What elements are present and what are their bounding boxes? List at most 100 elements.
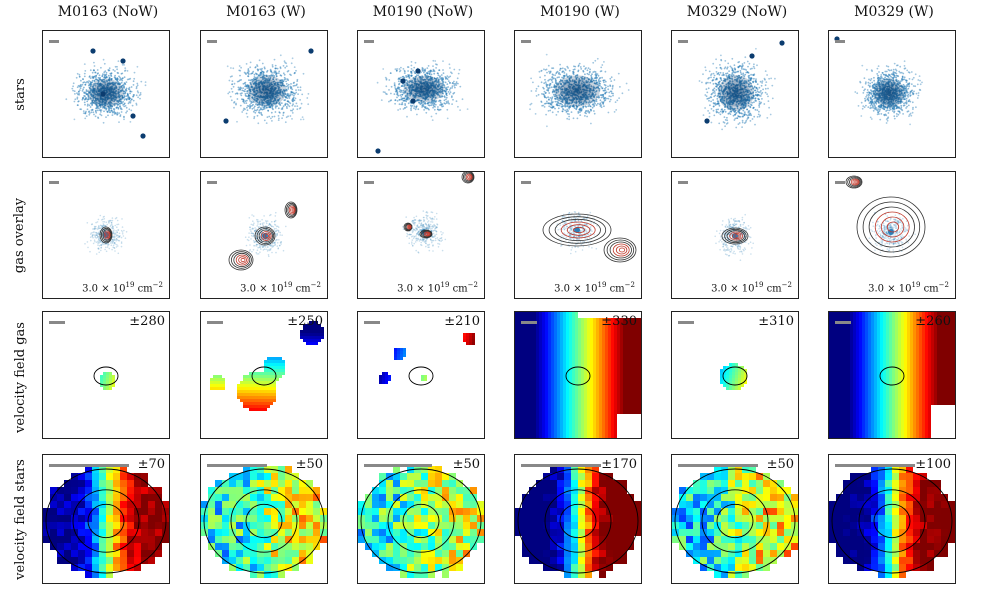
star-particle	[98, 92, 101, 95]
star-particle	[110, 82, 113, 85]
star-particle	[555, 103, 558, 106]
star-particle	[737, 99, 740, 102]
star-particle	[746, 108, 748, 111]
star-particle	[260, 99, 263, 101]
star-particle	[244, 88, 247, 91]
star-particle	[736, 117, 738, 119]
star-particle	[538, 70, 541, 73]
star-particle	[709, 96, 712, 98]
star-particle	[861, 107, 864, 110]
star-particle	[266, 81, 268, 84]
star-particle	[431, 82, 434, 85]
stellar-core	[247, 75, 287, 107]
star-particle	[608, 91, 611, 94]
star-particle	[105, 79, 108, 82]
star-particle	[397, 109, 399, 111]
star-particle	[543, 93, 545, 96]
star-particle	[420, 88, 422, 91]
star-particle	[768, 77, 770, 80]
stellar-core	[727, 84, 745, 102]
star-particle	[555, 114, 558, 116]
star-particle	[710, 74, 712, 76]
star-particle	[251, 80, 254, 83]
star-particle	[741, 121, 744, 124]
star-particle	[424, 95, 427, 98]
star-particle	[716, 100, 719, 102]
star-particle	[113, 83, 115, 86]
stars-panel	[671, 30, 799, 158]
star-particle	[441, 105, 443, 108]
star-particle	[593, 104, 595, 107]
star-particle	[228, 79, 231, 82]
star-particle	[707, 77, 710, 80]
star-particle	[736, 79, 738, 82]
star-particle	[715, 77, 718, 80]
star-particle	[557, 102, 560, 105]
star-particle	[414, 108, 417, 111]
star-particle	[718, 122, 721, 125]
star-particle	[905, 81, 908, 83]
star-particle	[420, 95, 423, 98]
star-particle	[447, 80, 450, 82]
star-particle	[547, 89, 549, 91]
star-particle	[720, 77, 722, 79]
star-particle	[428, 91, 431, 94]
star-particle	[723, 67, 726, 70]
star-particle	[596, 83, 599, 86]
star-particle	[254, 111, 257, 114]
star-particle	[122, 101, 124, 103]
star-particle	[269, 76, 272, 79]
star-particle	[442, 72, 445, 75]
star-particle	[420, 83, 423, 85]
star-particle	[715, 58, 717, 61]
star-particle	[861, 64, 864, 67]
star-particle	[278, 117, 280, 120]
star-particle	[255, 103, 257, 106]
star-particle	[452, 98, 454, 101]
star-particle	[591, 89, 594, 92]
star-particle	[76, 97, 79, 100]
star-particle	[908, 113, 911, 116]
star-particle	[258, 83, 261, 85]
star-particle	[416, 113, 418, 116]
star-particle	[121, 77, 124, 80]
star-particle	[289, 102, 292, 105]
star-particle	[548, 72, 551, 75]
star-particle	[730, 66, 733, 69]
star-particle	[417, 108, 420, 111]
star-particle	[748, 100, 750, 103]
star-particle	[426, 102, 429, 105]
star-particle	[576, 88, 578, 90]
star-particle	[275, 84, 277, 87]
star-particle	[96, 101, 98, 104]
star-particle	[283, 73, 286, 76]
star-particle	[565, 74, 568, 77]
star-particle	[867, 96, 870, 98]
star-particle	[745, 119, 748, 122]
star-particle	[442, 60, 444, 62]
star-particle	[749, 120, 752, 122]
star-particle	[756, 88, 759, 90]
star-particle	[403, 92, 405, 95]
star-particle	[271, 88, 273, 91]
star-particle	[546, 84, 548, 86]
star-particle	[713, 90, 716, 93]
star-particle	[563, 95, 566, 98]
star-particle	[738, 115, 740, 118]
star-particle	[245, 63, 248, 65]
star-particle	[598, 77, 601, 80]
star-particle	[408, 98, 411, 100]
star-particle	[594, 82, 597, 85]
star-particle	[716, 98, 719, 100]
star-particle	[91, 79, 94, 82]
star-particle	[270, 111, 273, 114]
star-particle	[101, 100, 104, 102]
star-particle	[435, 63, 437, 66]
star-particle	[546, 102, 548, 105]
star-particle	[405, 98, 407, 101]
star-particle	[98, 104, 101, 107]
star-particle	[425, 111, 428, 114]
star-particle	[77, 84, 80, 87]
star-particle	[607, 85, 609, 88]
star-particle	[610, 76, 613, 79]
